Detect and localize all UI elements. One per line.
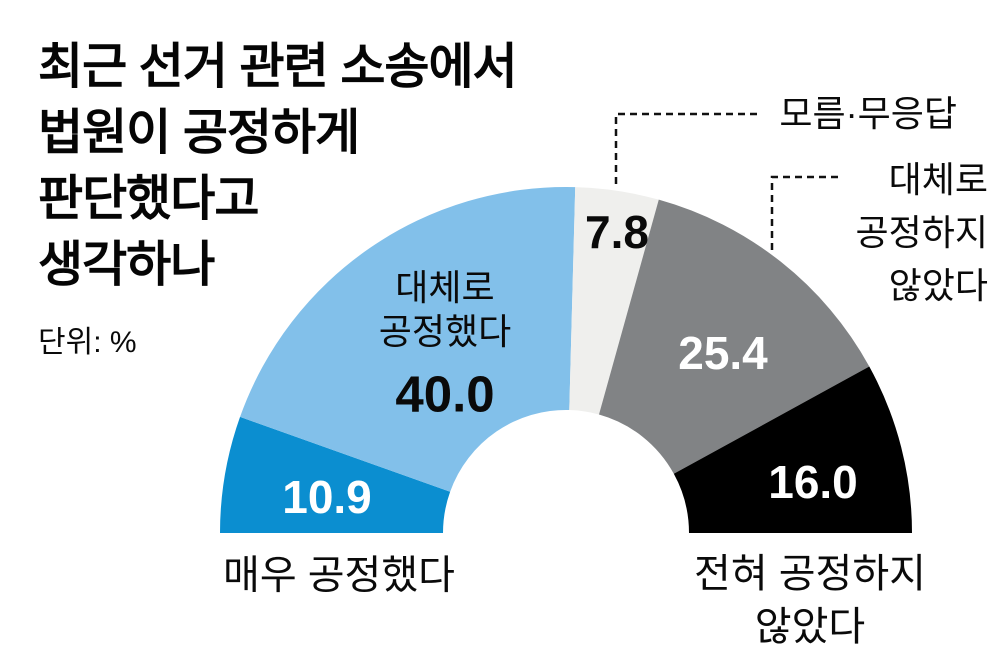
callout-mostly-unfair-line: 대체로 (888, 159, 988, 200)
label-not-fair-at-all-line: 전혀 공정하지 (694, 552, 926, 596)
label-not-fair-at-all: 전혀 공정하지 않았다 (694, 548, 926, 654)
callout-mostly-unfair-line: 공정하지 (855, 212, 988, 253)
value-dontknow: 7.8 (585, 206, 649, 258)
segment-1 (240, 186, 576, 492)
value-very-fair: 10.9 (282, 471, 372, 523)
chart-title-line: 판단했다고 (38, 172, 259, 226)
segment-3 (598, 199, 870, 474)
chart-title-line: 최근 선거 관련 소송에서 (38, 40, 518, 94)
leader-line-dontknow (614, 112, 757, 186)
donut-segments (220, 186, 912, 533)
value-not-fair-at-all: 16.0 (768, 456, 858, 508)
label-very-fair: 매우 공정했다 (223, 553, 455, 598)
value-mostly-unfair: 25.4 (678, 327, 768, 379)
chart-title-line: 법원이 공정하게 (38, 106, 360, 160)
label-mostly-fair: 대체로 공정했다 (379, 266, 511, 354)
value-mostly-fair: 40.0 (395, 365, 495, 423)
callout-mostly-unfair-line: 않았다 (888, 265, 988, 306)
segment-0 (220, 416, 451, 533)
segment-2 (569, 187, 659, 415)
chart-title: 최근 선거 관련 소송에서 법원이 공정하게 판단했다고 생각하나 (38, 34, 518, 298)
chart-title-line: 생각하나 (38, 238, 215, 292)
leader-line-mostly-unfair (770, 175, 838, 251)
unit-label: 단위: % (38, 326, 137, 359)
segment-4 (673, 366, 912, 533)
label-mostly-fair-line: 대체로 (395, 267, 495, 308)
callout-dontknow: 모름·무응답 (779, 93, 957, 134)
label-mostly-fair-line: 공정했다 (378, 311, 512, 352)
label-not-fair-at-all-line: 않았다 (754, 605, 866, 649)
callout-mostly-unfair: 대체로 공정하지 않았다 (856, 153, 988, 312)
